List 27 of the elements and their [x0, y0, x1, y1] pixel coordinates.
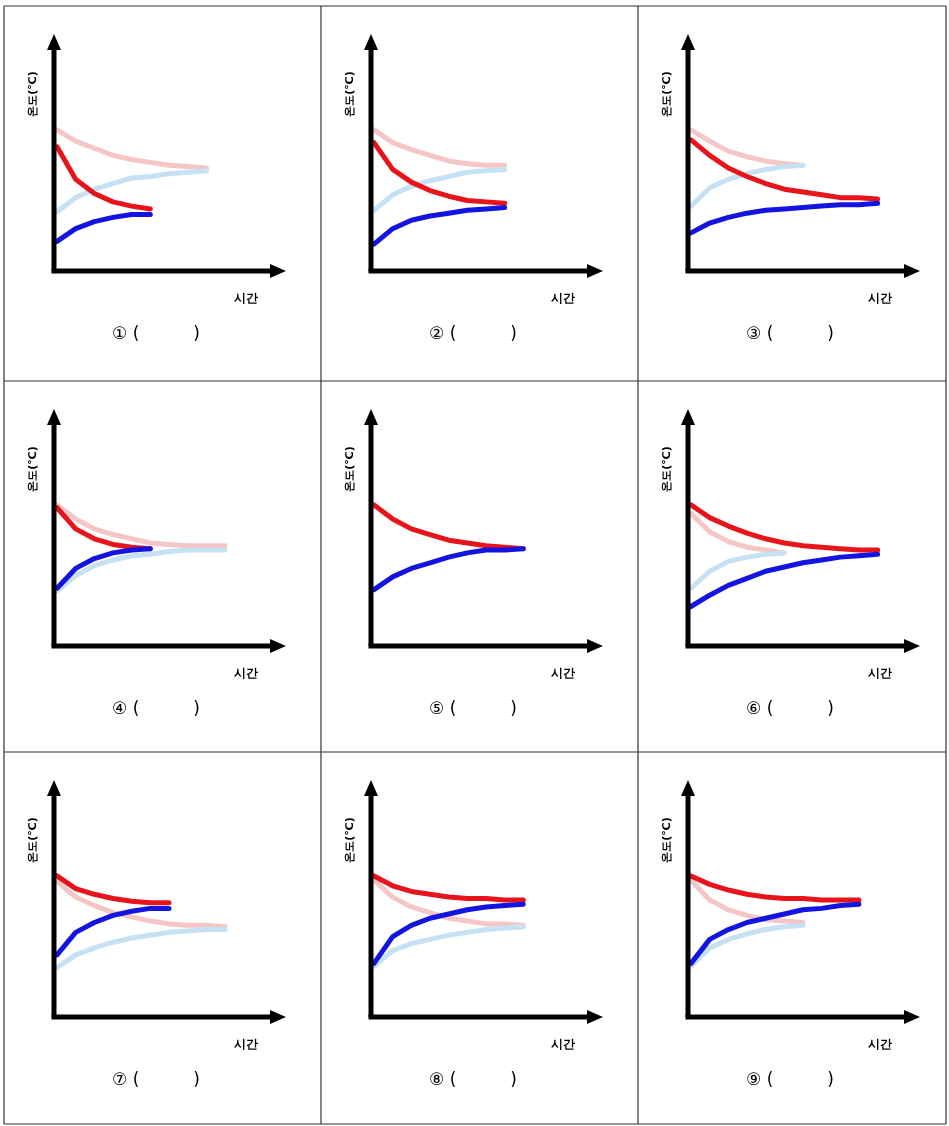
text: ⑤ ( ) [429, 698, 517, 718]
x-axis-title: 시간 [551, 1037, 575, 1051]
y-axis-title: 온도(℃) [343, 71, 356, 117]
y-axis-title: 온도(℃) [26, 71, 39, 117]
text: ⑧ ( ) [429, 1069, 517, 1089]
x-axis-title: 시간 [551, 291, 575, 305]
text: ① ( ) [112, 323, 200, 343]
y-axis-title: 온도(℃) [660, 446, 673, 492]
x-axis-title: 시간 [234, 1037, 258, 1051]
y-axis-title: 온도(℃) [26, 817, 39, 863]
x-axis-title: 시간 [868, 1037, 892, 1051]
text: ⑥ ( ) [746, 698, 834, 718]
x-axis-title: 시간 [234, 666, 258, 680]
x-axis-title: 시간 [234, 291, 258, 305]
x-axis-title: 시간 [551, 666, 575, 680]
text: ② ( ) [429, 323, 517, 343]
text: ⑨ ( ) [746, 1069, 834, 1089]
text: ③ ( ) [746, 323, 834, 343]
y-axis-title: 온도(℃) [343, 817, 356, 863]
text: ④ ( ) [112, 698, 200, 718]
y-axis-title: 온도(℃) [343, 446, 356, 492]
text: ⑦ ( ) [112, 1069, 200, 1089]
y-axis-title: 온도(℃) [660, 817, 673, 863]
y-axis-title: 온도(℃) [660, 71, 673, 117]
x-axis-title: 시간 [868, 291, 892, 305]
x-axis-title: 시간 [868, 666, 892, 680]
y-axis-title: 온도(℃) [26, 446, 39, 492]
